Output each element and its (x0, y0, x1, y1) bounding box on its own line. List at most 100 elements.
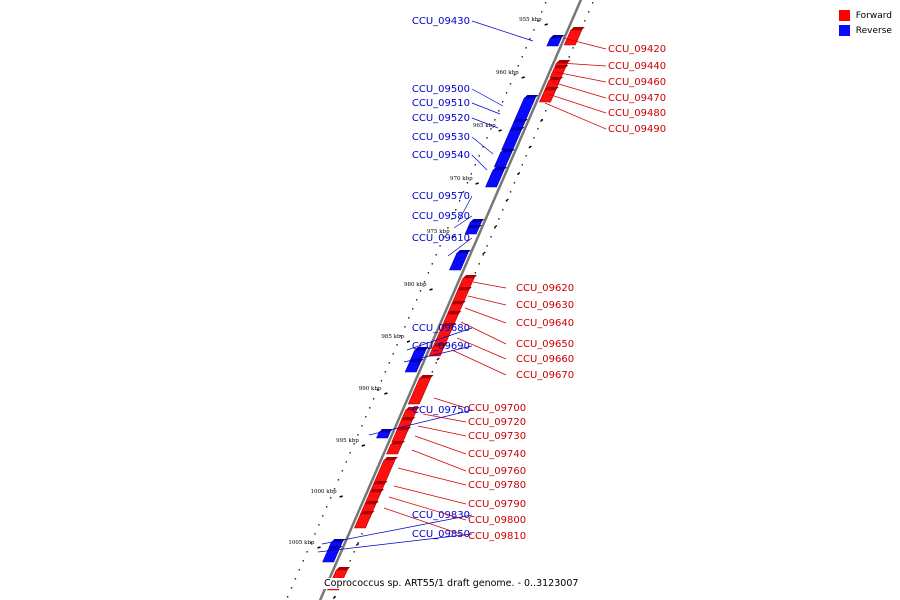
reverse-gene-label: CCU_09850 (412, 529, 470, 540)
track-dot-left (517, 65, 519, 67)
reverse-gene-top (492, 167, 507, 170)
reverse-leader (471, 88, 504, 107)
forward-gene-label: CCU_09720 (468, 417, 526, 428)
track-dot-left (498, 110, 500, 112)
reverse-gene-top (470, 219, 485, 222)
scale-tick (475, 182, 479, 185)
reverse-leader (317, 533, 473, 553)
track-dot-left (474, 164, 476, 166)
forward-leader (411, 449, 467, 472)
forward-swatch (838, 10, 850, 21)
track-dot-right (513, 182, 516, 184)
forward-gene-label: CCU_09480 (608, 108, 666, 119)
track-dot-left (470, 173, 473, 175)
track-dot-left (404, 326, 406, 328)
forward-gene-label: CCU_09730 (468, 431, 526, 442)
forward-gene-label: CCU_09660 (516, 354, 574, 365)
track-dot-left (372, 398, 375, 400)
forward-leader (417, 425, 467, 437)
track-dot-right (521, 164, 523, 166)
reverse-gene-label: CCU_09680 (412, 323, 470, 334)
track-dot-right (431, 371, 434, 373)
reverse-leader (321, 514, 473, 545)
track-dot-right (509, 191, 512, 193)
forward-leader (456, 337, 507, 360)
track-dot-left (478, 155, 480, 157)
track-dot-left (529, 38, 531, 40)
forward-leader (451, 349, 507, 376)
track-dot-right (572, 47, 574, 49)
track-dot-right (486, 245, 488, 247)
major-tick (493, 224, 498, 229)
scale-label: 975 kbp (427, 229, 450, 235)
track-dot-right (353, 551, 355, 553)
track-dot-left (505, 92, 508, 94)
track-dot-left (462, 191, 465, 193)
forward-gene-top (390, 441, 405, 444)
forward-gene-top (336, 567, 351, 570)
reverse-gene-label: CCU_09570 (412, 191, 470, 202)
reverse-gene-top (328, 546, 343, 549)
track-dot-right (435, 362, 437, 364)
reverse-gene-top (513, 119, 528, 122)
track-dot-left (388, 362, 390, 364)
track-dot-right (591, 2, 594, 4)
track-dot-left (443, 236, 445, 238)
track-dot-left (369, 407, 371, 409)
forward-gene-label: CCU_09800 (468, 515, 526, 526)
forward-leader (467, 295, 507, 306)
track-dot-left (384, 371, 387, 373)
forward-leader (460, 321, 507, 345)
scale-label: 960 kbp (496, 70, 519, 76)
scale-tick (544, 23, 548, 26)
forward-gene-top (457, 287, 472, 290)
forward-gene-top (364, 501, 379, 504)
legend-forward-label: Forward (855, 10, 892, 21)
reverse-gene-label: CCU_09750 (412, 405, 470, 416)
track-dot-left (521, 56, 523, 58)
legend-reverse-label: Reverse (855, 25, 892, 36)
track-dot-left (544, 2, 547, 4)
track-dot-left (329, 497, 332, 499)
track-dot-left (333, 488, 336, 490)
track-dot-right (584, 20, 586, 22)
track-dot-right (490, 236, 492, 238)
track-dot-right (568, 56, 570, 58)
forward-leader (551, 81, 607, 99)
track-dot-right (478, 263, 480, 265)
track-dot-right (482, 254, 484, 256)
forward-leader (472, 281, 507, 289)
forward-gene (386, 443, 403, 455)
forward-gene (549, 67, 566, 79)
forward-gene-top (360, 511, 375, 514)
track-dot-left (365, 416, 367, 418)
track-dot-left (447, 227, 449, 229)
track-dot-left (286, 596, 289, 598)
forward-leader (544, 102, 607, 130)
forward-gene-top (442, 323, 457, 326)
scale-label: 985 kbp (381, 334, 404, 340)
forward-leader (383, 507, 467, 537)
forward-gene-top (373, 481, 388, 484)
track-dot-left (322, 515, 324, 517)
reverse-gene (501, 129, 522, 151)
track-dot-left (482, 146, 484, 148)
reverse-leader (457, 195, 473, 223)
scale-label: 1005 kbp (288, 540, 315, 546)
genome-axis (318, 0, 583, 600)
reverse-leader (453, 215, 473, 229)
track-dot-left (314, 533, 316, 535)
reverse-leader (471, 154, 488, 171)
major-tick (516, 171, 521, 176)
legend-reverse: Reverse (838, 23, 892, 38)
forward-gene-top (370, 489, 385, 492)
reverse-gene-label: CCU_09500 (412, 84, 470, 95)
major-tick (355, 542, 360, 547)
forward-gene-top (463, 275, 478, 278)
track-dot-left (419, 290, 422, 292)
forward-leader (433, 397, 467, 409)
scale-tick (452, 235, 456, 238)
forward-gene-top (397, 427, 412, 430)
reverse-gene-top (456, 250, 471, 253)
